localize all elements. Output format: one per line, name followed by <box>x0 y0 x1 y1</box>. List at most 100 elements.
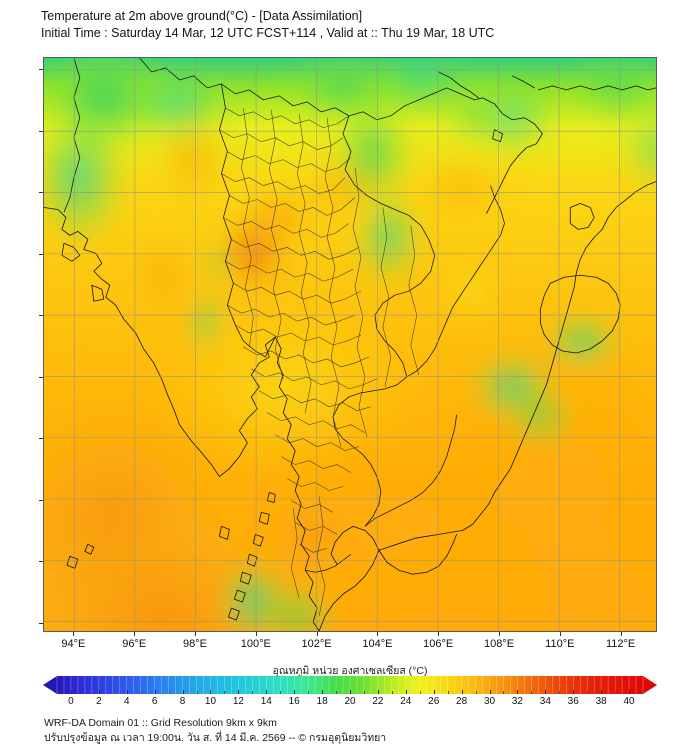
colorbar-tick-label: 12 <box>232 696 244 707</box>
colorbar-minor-tick <box>336 691 338 694</box>
colorbar-tick-label: 6 <box>151 696 158 707</box>
footer-line-1: WRF-DA Domain 01 :: Grid Resolution 9km … <box>44 717 277 729</box>
colorbar-tick-mark <box>517 690 519 694</box>
colorbar-tick-mark <box>70 690 72 694</box>
colorbar-minor-tick <box>168 691 170 694</box>
colorbar-minor-tick <box>196 691 198 694</box>
x-tick-mark <box>438 632 440 636</box>
x-tick-mark <box>377 632 379 636</box>
x-tick-label: 106°E <box>423 638 454 650</box>
colorbar-minor-tick <box>447 691 449 694</box>
x-tick-mark <box>73 632 75 636</box>
y-tick-mark <box>39 376 43 378</box>
y-tick-mark <box>39 438 43 439</box>
y-tick-mark <box>39 315 43 316</box>
colorbar-tick-mark <box>294 690 296 694</box>
x-tick-label: 108°E <box>483 638 515 650</box>
colorbar-tick-mark <box>126 690 128 694</box>
colorbar-minor-tick <box>531 691 533 694</box>
colorbar-tick-mark <box>405 690 407 694</box>
map-figure: 4°N 6°N 8°N 10°N 12°N 14°N 16°N 18°N 20°… <box>39 57 657 650</box>
colorbar-tick-label: 26 <box>428 696 440 707</box>
chart-title-line-2: Initial Time : Saturday 14 Mar, 12 UTC F… <box>41 26 495 40</box>
colorbar-tick-mark <box>154 690 156 694</box>
colorbar-tick-label: 28 <box>456 696 468 707</box>
chart-title-line-1: Temperature at 2m above ground(°C) - [Da… <box>41 9 363 23</box>
x-tick-mark <box>559 632 561 636</box>
colorbar-minor-tick <box>252 691 254 694</box>
colorbar-title: อุณหภูมิ หน่วย องศาเซลเซียส (°C) <box>272 665 428 677</box>
x-tick-mark <box>134 632 136 636</box>
map-gridlines <box>44 58 656 631</box>
province-border-layer <box>219 107 420 617</box>
colorbar-tick-label: 18 <box>316 696 328 707</box>
x-tick-label: 104°E <box>362 638 393 650</box>
colorbar-minor-tick <box>503 691 505 694</box>
colorbar-tick-mark <box>350 690 351 694</box>
colorbar-ticks: 0 2 4 6 8 10 12 14 16 18 20 22 24 26 28 30 32 34 36 38 40 <box>43 690 657 710</box>
x-tick-mark <box>195 632 196 636</box>
x-tick-mark <box>316 632 318 636</box>
colorbar-tick-label: 32 <box>511 696 523 707</box>
colorbar-tick-label: 20 <box>344 696 356 707</box>
colorbar-tick-mark <box>545 690 547 694</box>
colorbar-tick-label: 22 <box>372 696 384 707</box>
colorbar-minor-tick <box>643 691 644 694</box>
colorbar-tick-label: 38 <box>595 696 607 707</box>
colorbar-tick-label: 2 <box>96 696 102 707</box>
x-tick-mark <box>620 632 622 636</box>
colorbar-tick-mark <box>210 690 212 694</box>
colorbar-tick-label: 8 <box>179 696 186 707</box>
colorbar-tick-mark <box>377 690 379 694</box>
colorbar-tick-mark <box>601 690 603 694</box>
colorbar-tick-label: 16 <box>288 696 300 707</box>
x-tick-mark <box>499 632 500 636</box>
x-tick-label: 98°E <box>183 638 207 650</box>
colorbar-tick-mark <box>461 690 463 694</box>
colorbar-tick-label: 24 <box>400 696 412 707</box>
colorbar-tick-mark <box>98 690 100 694</box>
colorbar-minor-tick <box>475 691 477 694</box>
colorbar-minor-tick <box>112 691 114 694</box>
colorbar-minor-tick <box>559 691 561 694</box>
y-tick-mark <box>39 192 43 193</box>
colorbar-minor-tick <box>615 691 617 694</box>
coastline-layer <box>44 71 656 631</box>
y-tick-mark <box>39 253 43 255</box>
colorbar-tick-mark <box>182 690 184 694</box>
colorbar-tick-label: 36 <box>567 696 579 707</box>
colorbar-tick-mark <box>489 690 491 694</box>
colorbar-minor-tick <box>391 691 393 694</box>
x-tick-label: 102°E <box>301 638 332 650</box>
colorbar-minor-tick <box>224 691 226 694</box>
colorbar-minor-tick <box>363 691 365 694</box>
chart-title-block: Temperature at 2m above ground(°C) - [Da… <box>41 8 661 42</box>
colorbar-tick-mark <box>322 690 324 694</box>
colorbar-tick-mark <box>629 690 631 694</box>
x-tick-label: 100°E <box>240 638 271 650</box>
x-tick-mark <box>255 632 257 636</box>
x-tick-label: 112°E <box>605 638 636 650</box>
colorbar-minor-tick <box>419 691 421 694</box>
colorbar-tick-mark <box>433 690 435 694</box>
y-tick-mark <box>39 499 43 501</box>
x-tick-label: 110°E <box>545 638 575 650</box>
y-tick-mark <box>39 130 43 132</box>
temperature-map-plot[interactable] <box>43 57 657 632</box>
x-tick-label: 96°E <box>122 638 147 650</box>
footer-block: WRF-DA Domain 01 :: Grid Resolution 9km … <box>44 716 664 746</box>
colorbar-minor-tick <box>84 691 86 694</box>
footer-line-2: ปรับปรุงข้อมูล ณ เวลา 19:00น. วัน ส. ที่… <box>44 732 387 744</box>
temperature-field-svg <box>44 58 656 631</box>
colorbar-minor-tick <box>308 691 310 694</box>
colorbar-tick-mark <box>266 690 268 694</box>
y-tick-mark <box>39 69 43 70</box>
colorbar-tick-label: 14 <box>260 696 272 707</box>
y-tick-mark <box>39 622 43 624</box>
y-tick-mark <box>39 561 43 562</box>
colorbar-tick-label: 4 <box>123 696 130 707</box>
colorbar-tick-mark <box>573 690 575 694</box>
colorbar-tick-label: 0 <box>68 696 74 707</box>
colorbar-minor-tick <box>140 691 142 694</box>
colorbar-tick-mark <box>238 690 240 694</box>
